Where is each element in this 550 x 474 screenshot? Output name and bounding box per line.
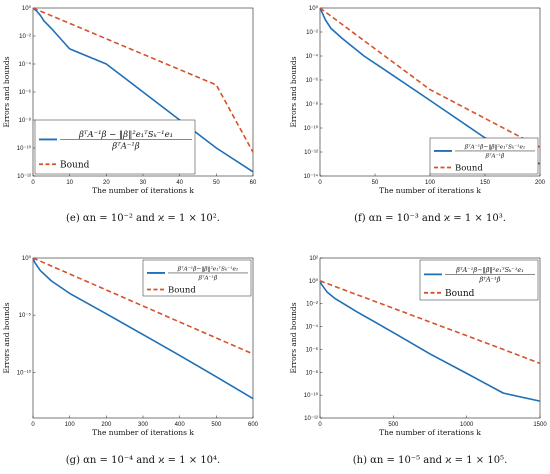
y-axis-label: Errors and bounds — [289, 56, 298, 127]
legend-label-denominator: βᵀA⁻¹β — [479, 275, 501, 283]
chart-panel-1: 0 50 100 150 200 10⁰ 10⁻² 10⁻⁴ 10⁻⁶ 10⁻⁸ 10⁻¹⁰ 10⁻¹… — [289, 5, 546, 224]
y-tick-label: 10⁻⁶ — [19, 89, 32, 96]
y-tick-label: 10⁻⁴ — [19, 61, 32, 68]
x-tick-label: 600 — [248, 422, 259, 428]
x-tick-label: 0 — [31, 180, 35, 186]
y-tick-label: 10⁻⁵ — [19, 312, 32, 319]
y-tick-label: 10⁰ — [309, 5, 319, 12]
bound-series-line — [319, 280, 541, 365]
bound-series-line — [32, 257, 254, 355]
y-tick-label: 10⁻¹² — [304, 150, 318, 156]
x-tick-label: 500 — [388, 422, 399, 428]
x-axis-label: The number of iterations k — [379, 428, 481, 437]
x-tick-label: 200 — [535, 180, 546, 186]
y-tick-label: 10⁻² — [306, 302, 318, 308]
chart-panel-3: 0 500 1000 1500 10² 10⁰ 10⁻² 10⁻⁴ 10⁻⁶ 10⁻⁸ 10⁻¹⁰ 1… — [289, 256, 547, 466]
y-tick-label: 10⁻⁶ — [306, 346, 319, 353]
x-tick-label: 20 — [103, 180, 110, 186]
y-tick-label: 10⁻⁸ — [306, 101, 319, 108]
x-tick-label: 100 — [425, 180, 436, 186]
y-tick-label: 10⁻¹⁰ — [17, 145, 32, 152]
x-tick-label: 200 — [101, 422, 112, 428]
panel-caption: (h) αn = 10⁻⁵ and ϰ = 1 × 10⁵. — [353, 455, 508, 466]
legend-label-numerator: βᵀA⁻¹β − ‖β‖²e₁ᵀSₖ⁻¹e₁ — [78, 130, 173, 140]
panel-caption: (f) αn = 10⁻³ and ϰ = 1 × 10³. — [354, 213, 506, 224]
x-axis-label: The number of iterations k — [92, 186, 194, 195]
y-tick-label: 10⁻¹⁴ — [304, 173, 319, 180]
y-axis-label: Errors and bounds — [2, 302, 11, 373]
x-axis-label: The number of iterations k — [379, 186, 481, 195]
legend-label-denominator: βᵀA⁻¹β — [198, 274, 218, 281]
legend-label-bound: Bound — [445, 289, 475, 299]
legend-label-numerator: βᵀA⁻¹β−‖β‖²e₁ᵀSₖ⁻¹e₁ — [464, 143, 525, 150]
error-series-line — [319, 7, 541, 165]
x-tick-label: 500 — [211, 422, 222, 428]
y-tick-label: 10⁻⁸ — [19, 117, 32, 124]
x-tick-label: 1000 — [460, 422, 474, 428]
y-tick-label: 10⁻¹⁰ — [304, 125, 319, 132]
x-tick-label: 0 — [318, 180, 322, 186]
chart-panel-0: 0 10 20 30 40 50 60 10⁰ 10⁻² 10⁻⁴ 10⁻⁶ 10⁻⁸ 10⁻¹⁰ 10⁻… — [2, 5, 257, 224]
y-tick-label: 10⁻⁴ — [306, 324, 319, 331]
y-tick-label: 10⁰ — [309, 278, 319, 285]
x-tick-label: 0 — [31, 422, 35, 428]
legend-box — [34, 119, 196, 175]
panel-caption: (e) αn = 10⁻² and ϰ = 1 × 10². — [66, 213, 220, 224]
legend-label-bound: Bound — [168, 286, 196, 296]
y-tick-label: 10⁻¹⁰ — [304, 392, 319, 399]
y-tick-label: 10² — [309, 256, 318, 262]
y-tick-label: 10⁻² — [306, 30, 318, 36]
x-tick-label: 150 — [480, 180, 491, 186]
error-series-line — [319, 280, 541, 402]
x-tick-label: 0 — [318, 422, 322, 428]
legend-box — [429, 137, 539, 175]
legend-label-denominator: βᵀA⁻¹β — [111, 141, 140, 151]
x-tick-label: 30 — [140, 180, 147, 186]
legend-label-denominator: βᵀA⁻¹β — [485, 152, 505, 159]
y-tick-label: 10⁻¹² — [17, 174, 31, 180]
legend-label-bound: Bound — [455, 164, 483, 174]
x-tick-label: 400 — [175, 422, 186, 428]
y-tick-label: 10⁻⁶ — [306, 77, 319, 84]
x-tick-label: 1500 — [533, 422, 547, 428]
y-tick-label: 10⁻² — [19, 34, 31, 40]
x-tick-label: 300 — [138, 422, 149, 428]
legend-label-numerator: βᵀA⁻¹β−‖β‖²e₁ᵀSₖ⁻¹e₁ — [177, 265, 238, 272]
axes-frame — [319, 257, 541, 419]
y-tick-label: 10⁰ — [22, 255, 32, 262]
y-tick-label: 10⁰ — [22, 5, 32, 12]
y-tick-label: 10⁻¹⁰ — [17, 369, 32, 376]
y-axis-label: Errors and bounds — [2, 56, 11, 127]
panel-caption: (g) αn = 10⁻⁴ and ϰ = 1 × 10⁴. — [66, 455, 220, 466]
legend-label-numerator: βᵀA⁻¹β−‖β‖²e₁ᵀSₖ⁻¹e₁ — [455, 266, 524, 274]
x-axis-label: The number of iterations k — [92, 428, 194, 437]
y-axis-label: Errors and bounds — [289, 302, 298, 373]
x-tick-label: 10 — [66, 180, 73, 186]
x-tick-label: 40 — [176, 180, 183, 186]
x-tick-label: 50 — [213, 180, 220, 186]
error-series-line — [32, 257, 254, 400]
y-tick-label: 10⁻⁸ — [306, 369, 319, 376]
chart-panel-2: 0 100 200 300 400 500 600 10⁰ 10⁻⁵ 10⁻¹⁰ The numbe… — [2, 255, 259, 466]
x-tick-label: 60 — [250, 180, 257, 186]
x-tick-label: 100 — [65, 422, 76, 428]
x-tick-label: 50 — [372, 180, 379, 186]
legend-box — [142, 259, 252, 297]
bound-series-line — [319, 7, 541, 148]
legend-label-bound: Bound — [60, 160, 90, 170]
y-tick-label: 10⁻¹² — [304, 416, 318, 422]
y-tick-label: 10⁻⁴ — [306, 53, 319, 60]
